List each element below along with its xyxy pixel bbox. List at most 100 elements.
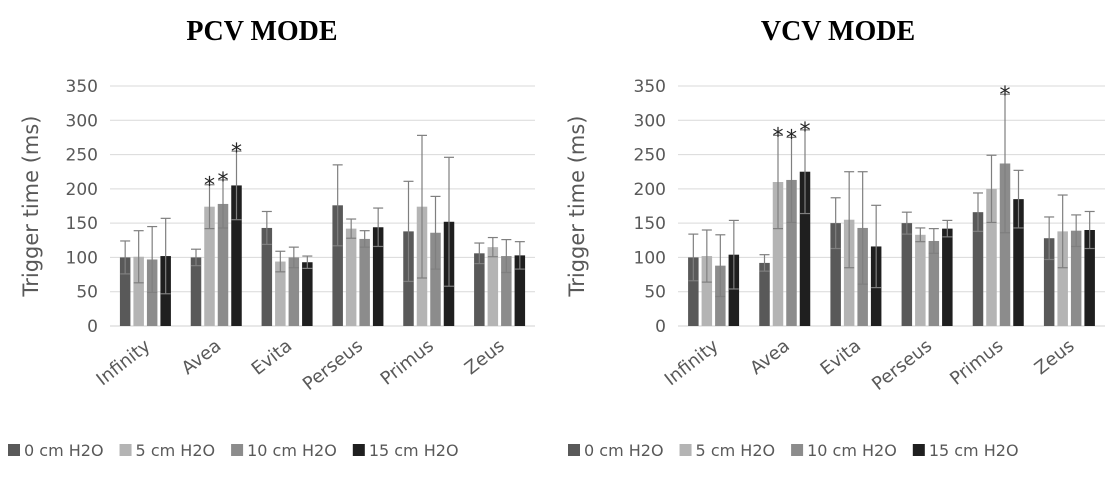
y-axis-title: Trigger time (ms) <box>19 115 43 297</box>
bar <box>430 232 441 326</box>
legend-label: 10 cm H2O <box>247 441 337 460</box>
x-tick-label: Zeus <box>461 335 509 379</box>
x-tick-label: Primus <box>377 335 438 389</box>
y-axis-title: Trigger time (ms) <box>565 115 589 297</box>
legend-label: 0 cm H2O <box>584 441 664 460</box>
significance-marker: * <box>786 126 797 151</box>
bar <box>830 223 841 326</box>
legend-item: 0 cm H2O <box>568 441 664 460</box>
x-tick-label: Infinity <box>661 335 723 390</box>
y-tick-label: 0 <box>87 317 98 337</box>
bar <box>915 234 926 326</box>
bar <box>133 256 144 326</box>
x-tick-label: Evita <box>817 335 865 379</box>
bar <box>1057 231 1068 326</box>
y-tick-label: 50 <box>76 283 98 303</box>
bar <box>772 182 784 326</box>
bar <box>302 262 313 326</box>
legend-swatch <box>912 444 925 456</box>
legend-item: 0 cm H2O <box>8 441 104 460</box>
legend-item: 10 cm H2O <box>791 441 897 460</box>
y-tick-label: 150 <box>634 214 666 234</box>
legend-label: 15 cm H2O <box>929 441 1019 460</box>
bar <box>986 188 997 326</box>
legend-item: 10 cm H2O <box>231 441 337 460</box>
y-tick-label: 250 <box>66 146 98 166</box>
bar <box>514 255 526 326</box>
legend-label: 15 cm H2O <box>369 441 459 460</box>
legend-label: 0 cm H2O <box>24 441 104 460</box>
bar <box>928 240 940 326</box>
bar <box>487 247 499 326</box>
x-tick-label: Infinity <box>93 335 155 390</box>
y-tick-label: 200 <box>66 180 98 200</box>
bar <box>901 223 913 326</box>
significance-marker: * <box>800 119 811 144</box>
y-tick-label: 350 <box>634 77 666 97</box>
bar <box>786 179 797 326</box>
x-tick-label: Avea <box>746 335 794 379</box>
chart-1: VCV MODE Trigger time (ms) 0 50 100 150 200 250… <box>565 16 1105 460</box>
legend-swatch <box>119 444 132 456</box>
bar <box>501 256 512 326</box>
bar <box>728 254 740 326</box>
legend-swatch <box>8 444 20 456</box>
bar <box>1013 199 1024 326</box>
y-tick-label: 100 <box>66 248 98 268</box>
y-tick-label: 350 <box>66 77 98 97</box>
significance-marker: * <box>231 140 242 165</box>
y-tick-label: 150 <box>66 214 98 234</box>
bar <box>345 228 357 326</box>
significance-marker: * <box>773 124 784 149</box>
legend-swatch <box>568 444 580 456</box>
bar <box>759 262 770 326</box>
bar <box>999 163 1011 326</box>
significance-marker: * <box>218 169 229 194</box>
bar <box>190 257 202 326</box>
bar <box>1070 230 1082 326</box>
legend-label: 10 cm H2O <box>807 441 897 460</box>
y-tick-label: 200 <box>634 180 666 200</box>
x-tick-label: Avea <box>178 335 226 379</box>
y-tick-label: 50 <box>644 283 666 303</box>
legend-swatch <box>791 444 804 456</box>
legend-item: 15 cm H2O <box>912 441 1019 460</box>
bar <box>799 171 811 326</box>
bar <box>204 206 215 326</box>
legend-label: 5 cm H2O <box>136 441 216 460</box>
bar <box>701 256 713 326</box>
bar <box>217 203 229 326</box>
bar <box>1084 230 1095 326</box>
y-tick-label: 300 <box>66 111 98 131</box>
bar <box>1043 238 1055 326</box>
legend-item: 5 cm H2O <box>119 441 216 460</box>
legend-label: 5 cm H2O <box>696 441 776 460</box>
legend-swatch <box>352 444 365 456</box>
legend-swatch <box>231 444 244 456</box>
bar <box>688 257 699 326</box>
bar <box>359 238 370 326</box>
bar <box>942 228 953 326</box>
bar <box>332 205 343 326</box>
bar <box>972 212 984 326</box>
bar <box>275 261 286 326</box>
legend-swatch <box>679 444 692 456</box>
bar <box>474 253 485 326</box>
x-tick-label: Perseus <box>868 335 936 395</box>
bar <box>231 185 242 326</box>
y-tick-label: 300 <box>634 111 666 131</box>
bar <box>261 227 273 326</box>
significance-marker: * <box>204 174 215 199</box>
legend-item: 15 cm H2O <box>352 441 459 460</box>
significance-marker: * <box>1000 83 1011 108</box>
legend-item: 5 cm H2O <box>679 441 776 460</box>
chart-title: VCV MODE <box>761 16 915 47</box>
x-tick-label: Primus <box>946 335 1007 389</box>
bar <box>288 257 300 326</box>
y-tick-label: 250 <box>634 146 666 166</box>
bar <box>372 227 384 326</box>
x-tick-label: Zeus <box>1031 335 1079 379</box>
bar <box>119 257 131 326</box>
x-tick-label: Perseus <box>299 335 367 395</box>
